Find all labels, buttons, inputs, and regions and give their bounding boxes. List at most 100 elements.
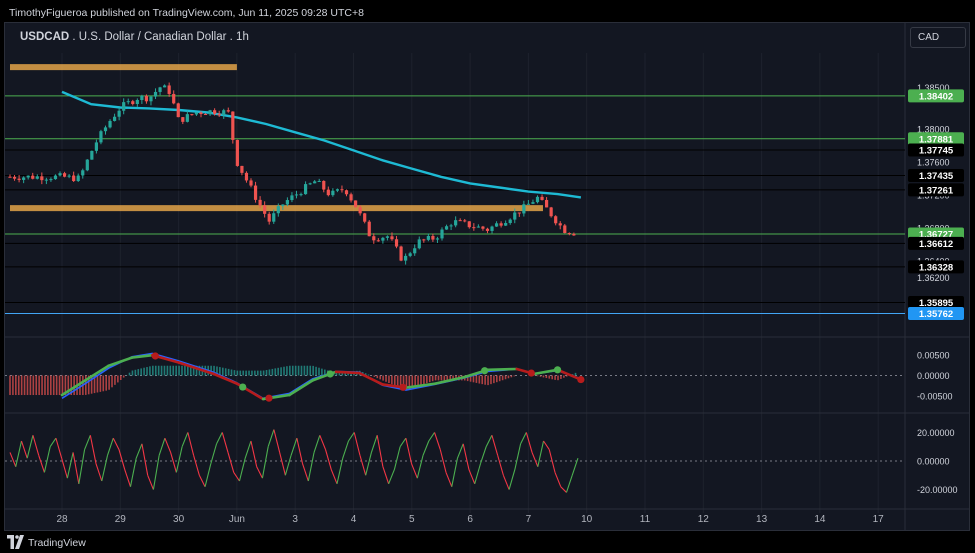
signal-line-segment <box>486 367 519 372</box>
candle-down <box>235 139 239 166</box>
oscillator-segment <box>141 443 149 476</box>
chart-canvas[interactable]: 28 29 30 Jun 3 4 5 6 7 10 11 12 13 14 17 1.38500 1.38000… <box>5 23 970 531</box>
signal-line-segment <box>60 379 87 397</box>
chart-interval[interactable]: 1h <box>236 31 249 43</box>
candle-down <box>172 93 176 104</box>
candle-down <box>363 213 367 222</box>
currency-button[interactable]: CAD <box>910 27 966 48</box>
level-label: 1.38402 <box>919 91 953 102</box>
candle-down <box>458 220 462 222</box>
candle-down <box>376 240 380 242</box>
oscillator-segment <box>376 435 384 467</box>
x-tick-label: 5 <box>409 514 415 525</box>
candle-down <box>394 239 399 247</box>
macd-y-tick-label: 0.00500 <box>917 351 950 361</box>
candle-down <box>181 117 185 122</box>
oscillator-segment <box>537 440 545 467</box>
candle-up <box>426 235 430 240</box>
signal-line-segment <box>334 370 361 375</box>
oscillator-segment <box>89 435 97 464</box>
candle-up <box>272 213 276 222</box>
signal-line-segment <box>130 353 154 359</box>
candle-down <box>567 233 571 235</box>
candle-down <box>31 175 35 179</box>
oscillator-segment <box>84 435 91 450</box>
candle-up <box>140 95 144 101</box>
oscillator-segment <box>456 443 464 459</box>
candle-up <box>308 183 312 185</box>
oscillator-segment <box>244 440 252 459</box>
candle-up <box>508 219 512 224</box>
oscillator-segment <box>439 449 447 473</box>
candle-down <box>322 180 326 190</box>
x-tick-label: 13 <box>756 514 768 525</box>
x-tick-label: Jun <box>229 514 245 525</box>
candle-up <box>44 179 48 181</box>
candle-up <box>53 175 58 180</box>
candle-down <box>244 172 249 181</box>
level-label-bg <box>908 169 964 183</box>
oscillator-segment <box>273 429 281 453</box>
oscillator-segment <box>101 455 109 482</box>
candle-down <box>231 111 235 140</box>
candle-up <box>513 212 517 220</box>
candle-up <box>385 236 390 238</box>
candle-up <box>281 204 285 207</box>
candle-up <box>476 226 480 228</box>
level-label-bg <box>908 132 964 146</box>
osc-y-tick-label: 20.00000 <box>917 428 955 438</box>
level-label: 1.36328 <box>919 262 953 273</box>
y-tick-label: 1.38000 <box>917 124 950 134</box>
symbol-ticker[interactable]: USDCAD <box>20 31 70 43</box>
candle-up <box>26 175 30 178</box>
candle-down <box>431 235 435 240</box>
candle-up <box>194 112 199 115</box>
top-bar: TimothyFigueroa published on TradingView… <box>0 0 975 22</box>
candle-up <box>222 110 226 116</box>
candle-down <box>485 228 490 231</box>
oscillator-segment <box>353 432 361 456</box>
candle-up <box>126 101 130 103</box>
oscillator-segment <box>267 429 275 447</box>
oscillator-segment <box>388 469 395 485</box>
candle-up <box>413 248 417 254</box>
candle-down <box>544 199 549 208</box>
oscillator-segment <box>66 452 74 479</box>
level-label: 1.37745 <box>919 145 954 156</box>
candle-up <box>444 226 449 230</box>
candle-down <box>358 207 362 214</box>
chart-panel[interactable]: 28 29 30 Jun 3 4 5 6 7 10 11 12 13 14 17 1.38500 1.38000… <box>4 22 970 531</box>
candle-up <box>276 206 280 214</box>
oscillator-segment <box>95 463 103 482</box>
candle-up <box>49 179 53 181</box>
candle-down <box>258 199 262 206</box>
oscillator-segment <box>72 452 80 484</box>
title-separator-2: . <box>226 31 237 43</box>
oscillator-segment <box>164 437 172 453</box>
x-tick-label: 4 <box>351 514 357 525</box>
oscillator-segment <box>181 432 189 447</box>
grid-layer <box>5 23 969 530</box>
x-tick-label: 7 <box>526 514 532 525</box>
oscillator-segment <box>313 435 321 453</box>
level-label: 1.35762 <box>919 309 953 320</box>
level-label: 1.37261 <box>919 185 954 196</box>
tradingview-logo-icon <box>7 535 24 549</box>
candle-up <box>208 110 212 115</box>
oscillator-segment <box>560 486 567 493</box>
x-tick-label: 11 <box>640 514 651 525</box>
oscillator-segment <box>342 440 349 459</box>
oscillator-segment <box>210 443 218 465</box>
oscillator-segment <box>250 440 258 467</box>
oscillator-segment <box>135 443 143 459</box>
oscillator-segment <box>32 435 40 456</box>
level-label-bg <box>908 236 964 250</box>
oscillator-segment <box>520 432 527 445</box>
x-tick-label: 12 <box>698 514 710 525</box>
x-tick-label: 6 <box>467 514 473 525</box>
oscillator-segment <box>279 452 286 476</box>
oscillator-segment <box>416 455 424 479</box>
oscillator-segment <box>428 432 435 442</box>
candle-down <box>176 103 180 118</box>
